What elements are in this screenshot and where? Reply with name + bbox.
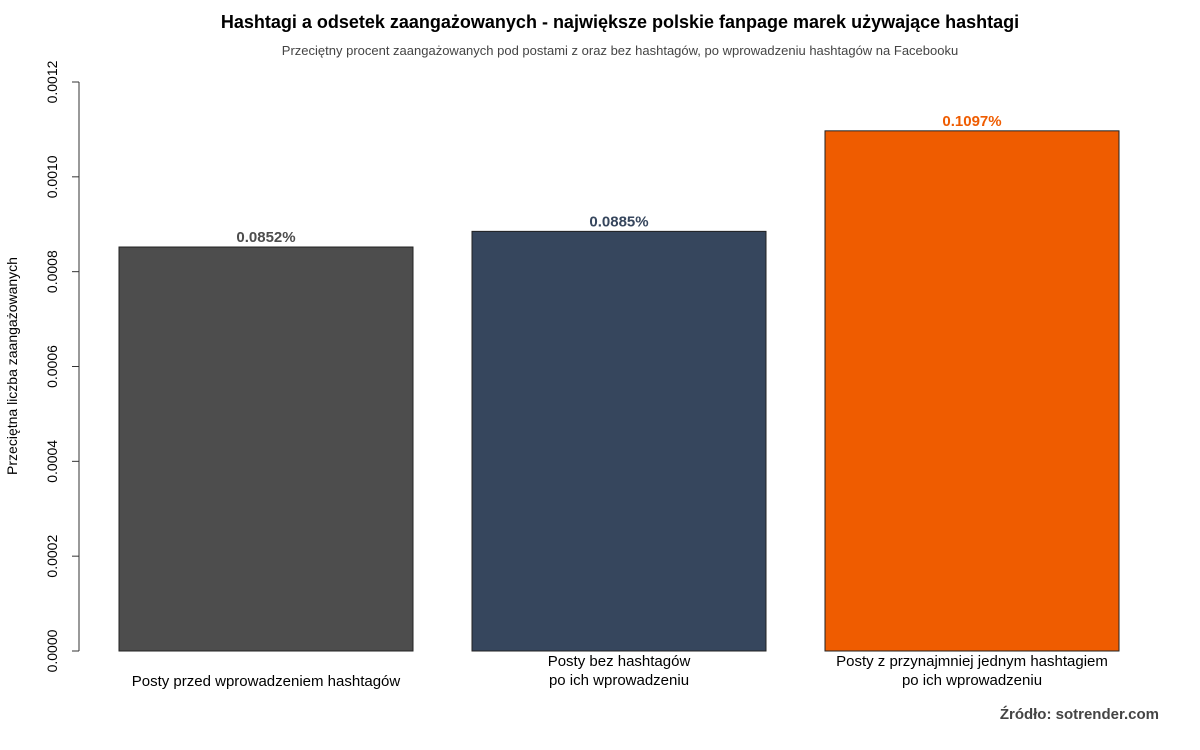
x-category-label: po ich wprowadzeniu — [549, 672, 689, 689]
bars — [118, 130, 1120, 652]
bar — [118, 246, 414, 652]
x-category-label: Posty z przynajmniej jednym hashtagiem — [836, 653, 1108, 670]
chart-title: Hashtagi a odsetek zaangażowanych - najw… — [220, 12, 1020, 32]
y-tick-label: 0.0008 — [44, 250, 60, 293]
y-tick-label: 0.0002 — [44, 535, 60, 578]
y-tick-label: 0.0004 — [44, 440, 60, 483]
x-axis-labels: Posty przed wprowadzeniem hashtagów Posty… — [132, 653, 1108, 690]
x-category-label: Posty przed wprowadzeniem hashtagów — [132, 673, 401, 690]
bar-value-label: 0.1097% — [942, 113, 1001, 130]
y-tick-label: 0.0006 — [44, 345, 60, 388]
chart-subtitle: Przeciętny procent zaangażowanych pod po… — [281, 43, 959, 58]
data-labels: 0.0852% 0.0885% 0.1097% — [236, 113, 1001, 246]
bar — [824, 130, 1120, 652]
bar-value-label: 0.0885% — [589, 213, 648, 230]
y-axis-label: Przeciętna liczba zaangażowanych — [4, 257, 20, 475]
bar — [471, 230, 767, 652]
y-tick-label: 0.0012 — [44, 60, 60, 103]
x-category-label: Posty bez hashtagów — [548, 653, 691, 670]
y-tick-label: 0.0010 — [44, 155, 60, 198]
source-credit: Źródło: sotrender.com — [999, 706, 1159, 723]
y-axis: 0.0000 0.0002 0.0004 0.0006 0.0008 0.0010 0.00… — [4, 60, 80, 672]
x-category-label: po ich wprowadzeniu — [902, 672, 1042, 689]
y-tick-label: 0.0000 — [44, 629, 60, 672]
bar-value-label: 0.0852% — [236, 229, 295, 246]
